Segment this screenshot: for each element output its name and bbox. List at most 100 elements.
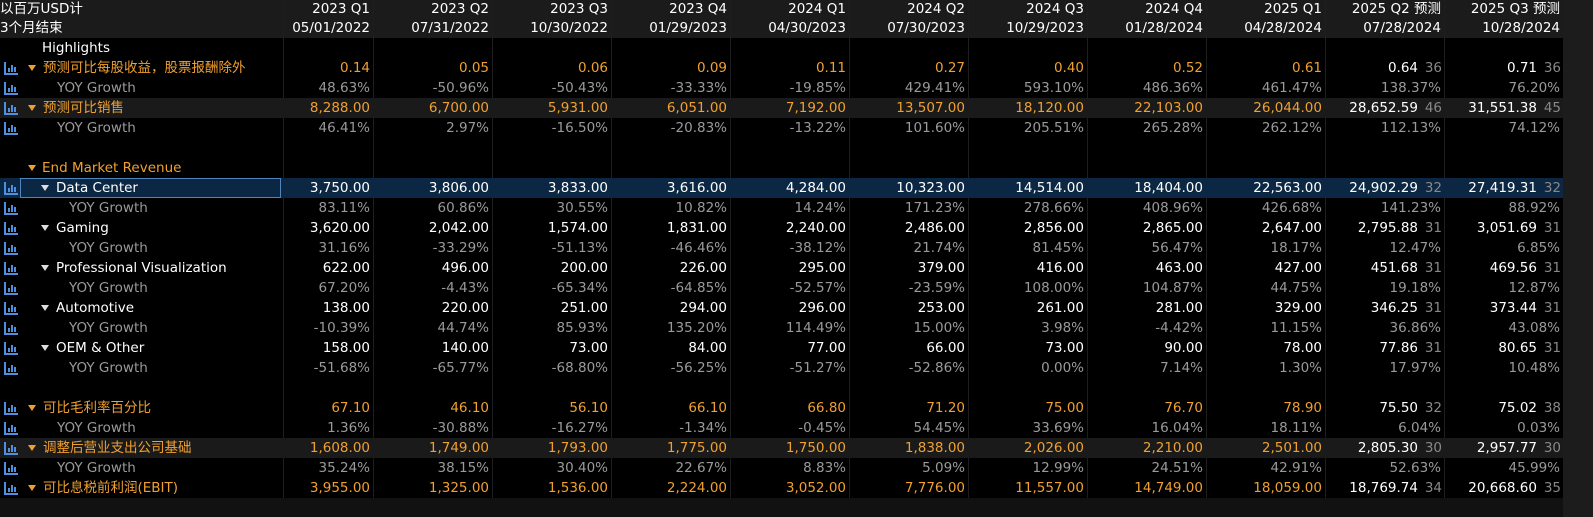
- chart-icon[interactable]: [4, 342, 18, 355]
- scrollbar[interactable]: [1563, 0, 1593, 517]
- column-date: 04/30/2023: [768, 20, 846, 36]
- cell-value: 28,652.59: [1349, 100, 1418, 116]
- expand-toggle[interactable]: [41, 185, 49, 191]
- cell-value: 19.18%: [1389, 280, 1441, 296]
- chart-icon[interactable]: [4, 462, 18, 475]
- cell-value: -16.50%: [551, 120, 608, 136]
- cell-value: 408.96%: [1142, 200, 1203, 216]
- expand-toggle[interactable]: [41, 225, 49, 231]
- chart-icon[interactable]: [4, 482, 18, 495]
- chart-icon[interactable]: [4, 262, 18, 275]
- cell-value: 22,563.00: [1253, 180, 1322, 196]
- cell-value: 7,776.00: [904, 480, 965, 496]
- expand-toggle[interactable]: [28, 445, 36, 451]
- chart-icon[interactable]: [4, 62, 18, 75]
- cell-value: 205.51%: [1023, 120, 1084, 136]
- cell-value: 2,647.00: [1261, 220, 1322, 236]
- cell-value: -30.88%: [432, 420, 489, 436]
- estimate-count: 35: [1543, 480, 1561, 496]
- estimate-count: 31: [1424, 300, 1442, 316]
- chart-icon[interactable]: [4, 122, 18, 135]
- cell-value: 24,902.29: [1349, 180, 1418, 196]
- cell-value: 0.71: [1506, 60, 1537, 76]
- growth-label: YOY Growth: [69, 360, 148, 376]
- column-divider: [283, 0, 284, 498]
- row-label: Professional Visualization: [56, 260, 227, 276]
- chart-icon[interactable]: [4, 202, 18, 215]
- column-divider: [730, 0, 731, 498]
- expand-toggle[interactable]: [28, 65, 36, 71]
- column-divider: [373, 0, 374, 498]
- chart-icon[interactable]: [4, 322, 18, 335]
- estimate-count: 30: [1424, 440, 1442, 456]
- cell-value: 281.00: [1155, 300, 1203, 316]
- cell-value: 158.00: [322, 340, 370, 356]
- cell-value: 20,668.60: [1468, 480, 1537, 496]
- expand-toggle[interactable]: [41, 345, 49, 351]
- cell-value: 1,536.00: [547, 480, 608, 496]
- cell-value: -56.25%: [670, 360, 727, 376]
- cell-value: 14,514.00: [1015, 180, 1084, 196]
- cell-value: -0.45%: [798, 420, 846, 436]
- cell-value: 2,026.00: [1023, 440, 1084, 456]
- cell-value: 622.00: [322, 260, 370, 276]
- chart-icon[interactable]: [4, 102, 18, 115]
- expand-toggle[interactable]: [41, 305, 49, 311]
- cell-value: 2,501.00: [1261, 440, 1322, 456]
- estimate-count: 31: [1543, 260, 1561, 276]
- estimate-count: 31: [1543, 300, 1561, 316]
- cell-value: 14.24%: [794, 200, 846, 216]
- cell-value: 114.49%: [785, 320, 846, 336]
- cell-value: -38.12%: [789, 240, 846, 256]
- estimate-count: 32: [1424, 180, 1442, 196]
- estimate-count: 32: [1424, 400, 1442, 416]
- column-period: 2024 Q3: [1026, 1, 1084, 17]
- cell-value: 1,574.00: [547, 220, 608, 236]
- chart-icon[interactable]: [4, 82, 18, 95]
- cell-value: -33.33%: [670, 80, 727, 96]
- column-divider: [849, 0, 850, 498]
- cell-value: 2.97%: [446, 120, 489, 136]
- column-period: 2024 Q1: [788, 1, 846, 17]
- cell-value: 141.23%: [1380, 200, 1441, 216]
- cell-value: 253.00: [917, 300, 965, 316]
- cell-value: 30.55%: [556, 200, 608, 216]
- chart-icon[interactable]: [4, 422, 18, 435]
- cell-value: 4,284.00: [785, 180, 846, 196]
- cell-value: 5,931.00: [547, 100, 608, 116]
- growth-label: YOY Growth: [69, 280, 148, 296]
- estimate-count: 34: [1424, 480, 1442, 496]
- expand-toggle[interactable]: [28, 165, 36, 171]
- cell-value: -10.39%: [313, 320, 370, 336]
- chart-icon[interactable]: [4, 182, 18, 195]
- cell-value: 346.25: [1370, 300, 1418, 316]
- column-period: 2024 Q2: [907, 1, 965, 17]
- cell-value: 2,795.88: [1357, 220, 1418, 236]
- cell-value: 426.68%: [1261, 200, 1322, 216]
- chart-icon[interactable]: [4, 362, 18, 375]
- chart-icon[interactable]: [4, 402, 18, 415]
- chart-icon[interactable]: [4, 242, 18, 255]
- expand-toggle[interactable]: [28, 405, 36, 411]
- cell-value: 44.74%: [437, 320, 489, 336]
- cell-value: 10.82%: [675, 200, 727, 216]
- cell-value: 45.99%: [1508, 460, 1560, 476]
- chart-icon[interactable]: [4, 282, 18, 295]
- column-date: 07/31/2022: [411, 20, 489, 36]
- cell-value: 24.51%: [1151, 460, 1203, 476]
- estimate-count: 31: [1424, 340, 1442, 356]
- cell-value: -51.13%: [551, 240, 608, 256]
- chart-icon[interactable]: [4, 302, 18, 315]
- header-band: [0, 0, 1563, 38]
- cell-value: 10,323.00: [896, 180, 965, 196]
- expand-toggle[interactable]: [41, 265, 49, 271]
- cell-value: 2,486.00: [904, 220, 965, 236]
- chart-icon[interactable]: [4, 442, 18, 455]
- chart-icon[interactable]: [4, 222, 18, 235]
- expand-toggle[interactable]: [28, 485, 36, 491]
- column-date: 01/29/2023: [649, 20, 727, 36]
- cell-value: 5.09%: [922, 460, 965, 476]
- cell-value: 463.00: [1155, 260, 1203, 276]
- cell-value: 73.00: [569, 340, 608, 356]
- expand-toggle[interactable]: [28, 105, 36, 111]
